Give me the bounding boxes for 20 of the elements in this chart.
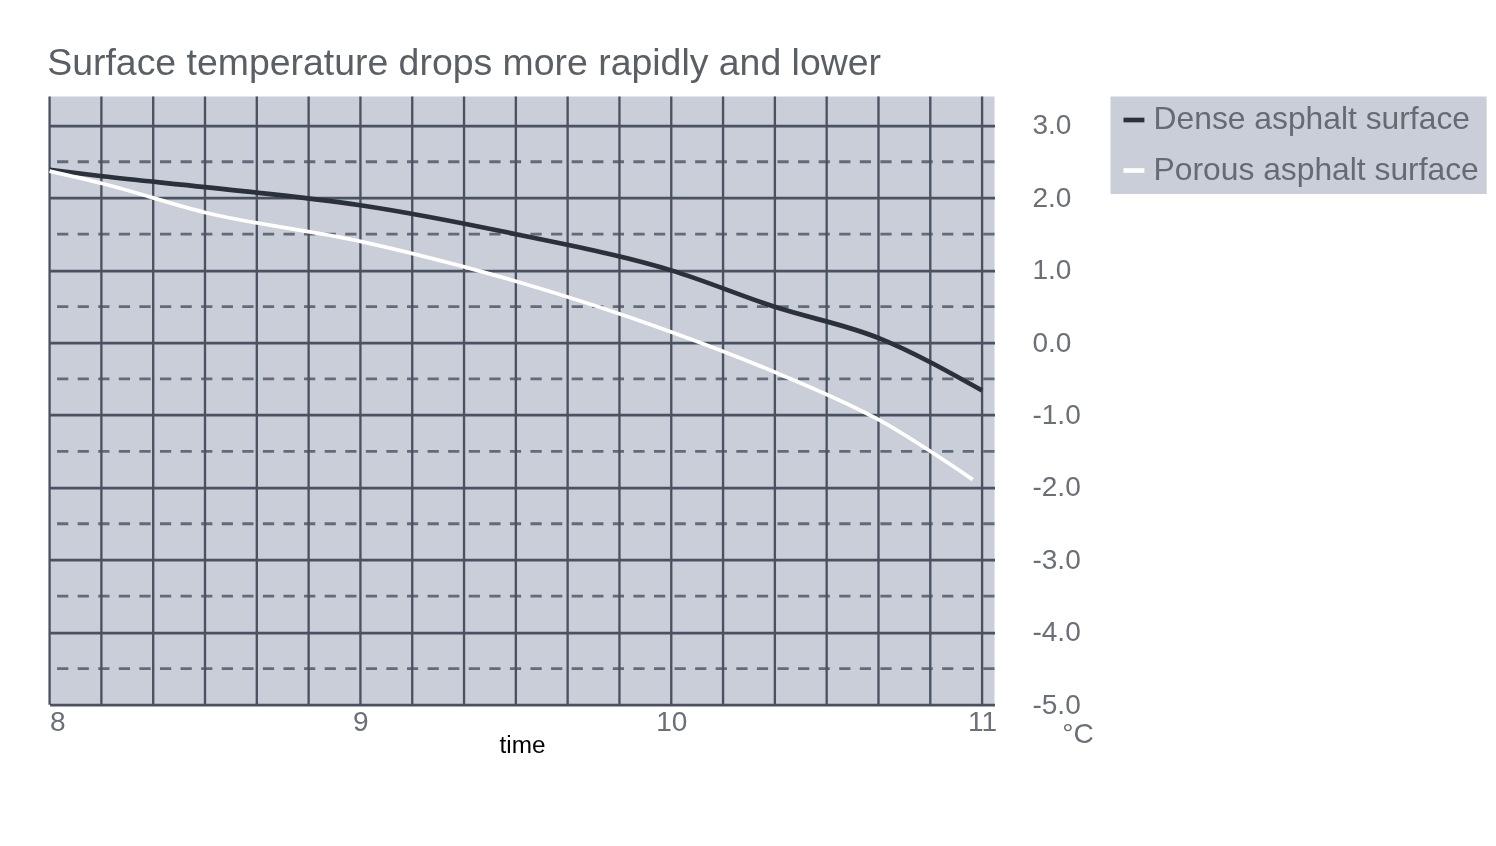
y-axis-title: °C [1062,717,1094,749]
x-axis-title: time [499,730,546,758]
y-tick-label: 2.0 [1032,181,1072,213]
y-tick-label: -5.0 [1032,688,1081,720]
y-tick-label: 0.0 [1032,326,1072,358]
y-tick-label: -4.0 [1032,616,1081,648]
y-tick-label: 3.0 [1032,109,1072,141]
legend-label: Porous asphalt surface [1153,150,1479,187]
line-series [47,167,985,393]
legend-label: Dense asphalt surface [1153,100,1470,137]
x-tick-label: 10 [656,706,688,738]
y-tick-label: -3.0 [1032,543,1081,575]
x-tick-label: 11 [968,706,998,738]
y-tick-label: 1.0 [1032,254,1072,286]
line-series [47,169,975,482]
x-tick-label: 8 [50,706,66,738]
chart-title: Surface temperature drops more rapidly and lower [47,40,881,83]
y-tick-label: -1.0 [1032,399,1081,431]
y-tick-label: -2.0 [1032,471,1081,503]
x-tick-label: 9 [353,706,369,738]
